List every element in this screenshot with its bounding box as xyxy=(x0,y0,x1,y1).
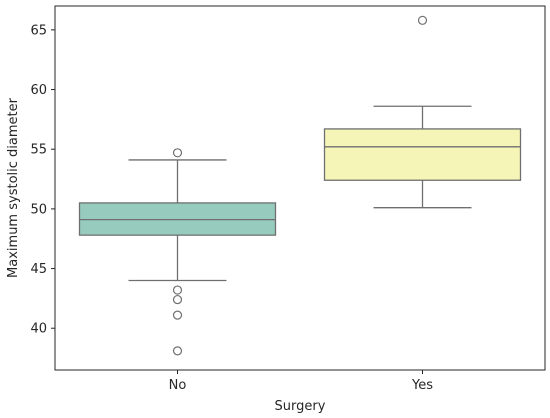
y-tick-label: 60 xyxy=(30,83,47,98)
box-group-no xyxy=(78,148,277,356)
y-tick-label: 45 xyxy=(30,262,47,277)
outlier-point xyxy=(172,310,183,320)
y-tick-label: 40 xyxy=(30,322,47,337)
outlier-point xyxy=(172,148,183,158)
x-tick-label: Yes xyxy=(411,378,433,393)
x-tick-label: No xyxy=(169,378,187,393)
y-tick-label: 55 xyxy=(30,143,47,158)
y-tick-label: 50 xyxy=(30,202,47,217)
y-axis-label: Maximum systolic diameter xyxy=(6,97,21,278)
x-axis: No Yes xyxy=(169,370,433,393)
box-group-yes xyxy=(323,15,522,209)
plot-area xyxy=(54,5,546,371)
y-axis: 40 45 50 55 60 65 xyxy=(30,23,55,337)
boxes xyxy=(78,15,522,356)
outlier-point xyxy=(172,294,183,305)
box-iqr xyxy=(323,128,522,181)
y-tick-label: 65 xyxy=(30,23,47,38)
outlier-point xyxy=(172,346,183,356)
x-axis-label: Surgery xyxy=(275,399,326,414)
outlier-point xyxy=(417,15,428,25)
outlier-point xyxy=(172,285,183,295)
